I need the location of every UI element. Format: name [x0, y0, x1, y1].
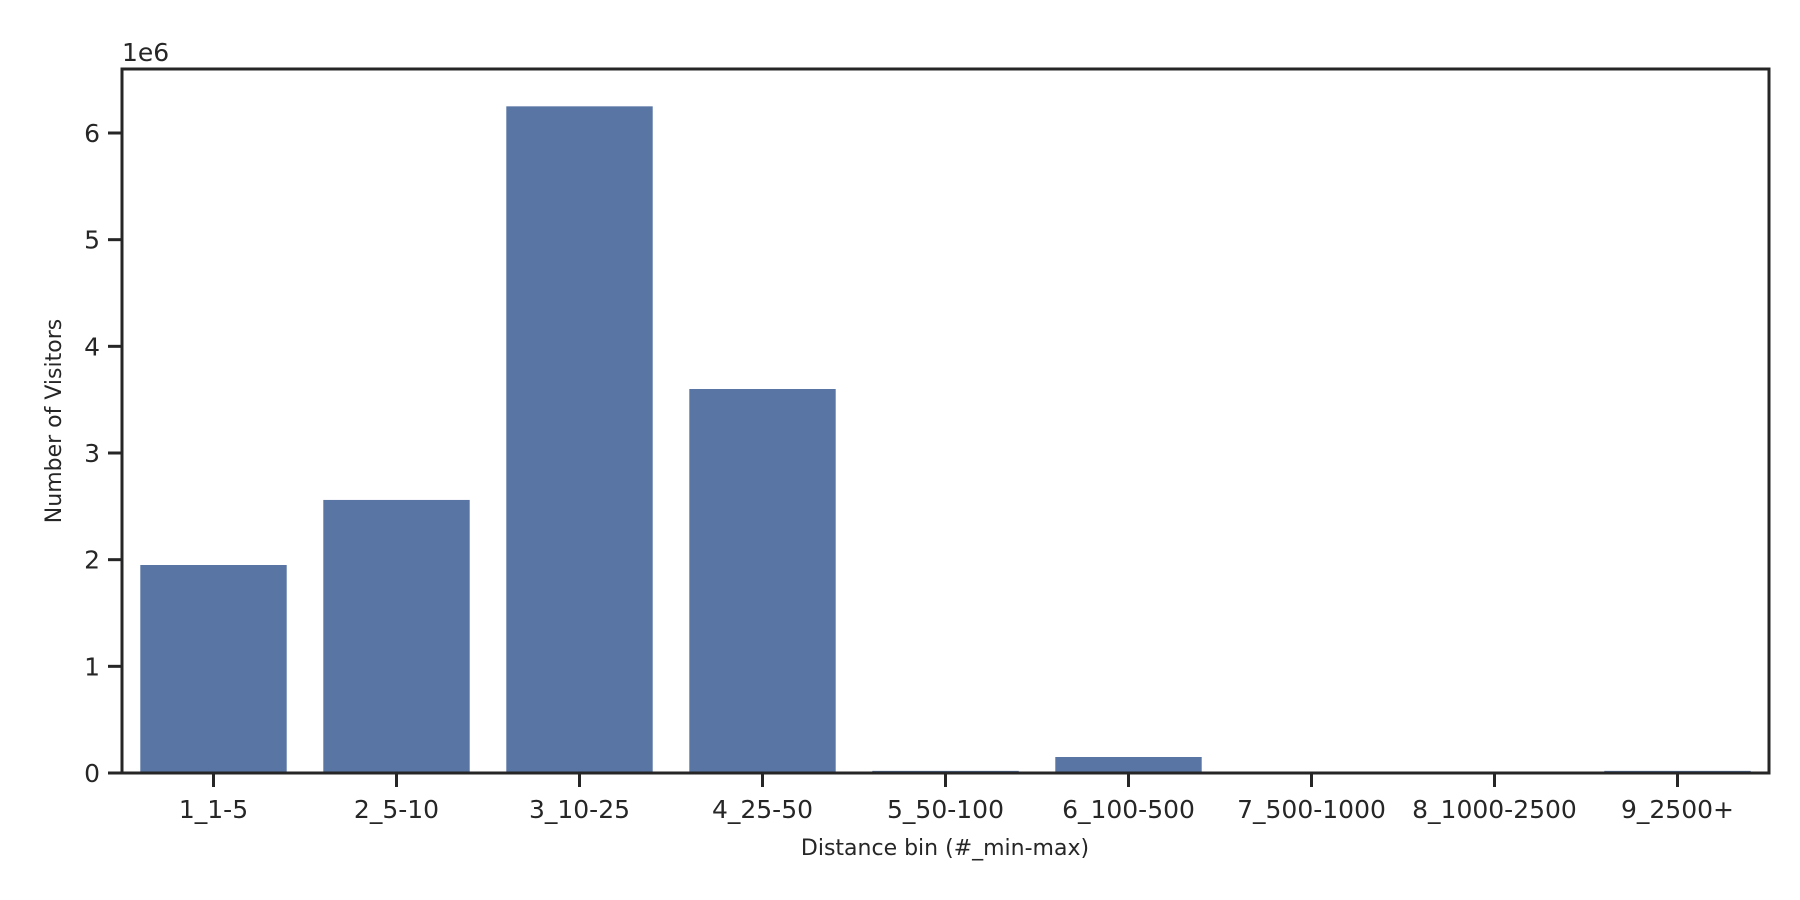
bar-6_100-500: [1055, 757, 1202, 773]
x-tick-label: 2_5-10: [354, 795, 439, 824]
y-tick-label: 6: [84, 119, 100, 148]
y-tick-label: 3: [84, 439, 100, 468]
bar-4_25-50: [689, 389, 836, 773]
bar-3_10-25: [506, 106, 653, 774]
x-tick-label: 9_2500+: [1621, 795, 1734, 824]
x-tick-label: 3_10-25: [529, 795, 630, 824]
x-tick-label: 8_1000-2500: [1412, 795, 1577, 824]
y-tick-label: 4: [84, 332, 100, 361]
x-axis-ticks: 1_1-5 2_5-10 3_10-25 4_25-50 5_50-100 6_100-5…: [179, 773, 1734, 824]
x-tick-label: 5_50-100: [887, 795, 1004, 824]
bars-group: [140, 106, 1751, 774]
x-tick-label: 6_100-500: [1062, 795, 1195, 824]
bar-1_1-5: [140, 565, 287, 773]
y-axis-ticks: 0 1 2 3 4 5 6: [84, 119, 122, 788]
x-tick-label: 4_25-50: [712, 795, 813, 824]
y-tick-label: 1: [84, 652, 100, 681]
plot-frame: [120, 67, 1771, 775]
x-tick-label: 7_500-1000: [1237, 795, 1386, 824]
y-tick-label: 0: [84, 759, 100, 788]
y-tick-label: 5: [84, 226, 100, 255]
y-offset-label: 1e6: [122, 38, 169, 67]
y-tick-label: 2: [84, 546, 100, 575]
x-axis-title: Distance bin (#_min-max): [801, 836, 1089, 861]
x-tick-label: 1_1-5: [179, 795, 248, 824]
bar-2_5-10: [323, 499, 470, 773]
y-axis-title: Number of Visitors: [42, 319, 67, 523]
